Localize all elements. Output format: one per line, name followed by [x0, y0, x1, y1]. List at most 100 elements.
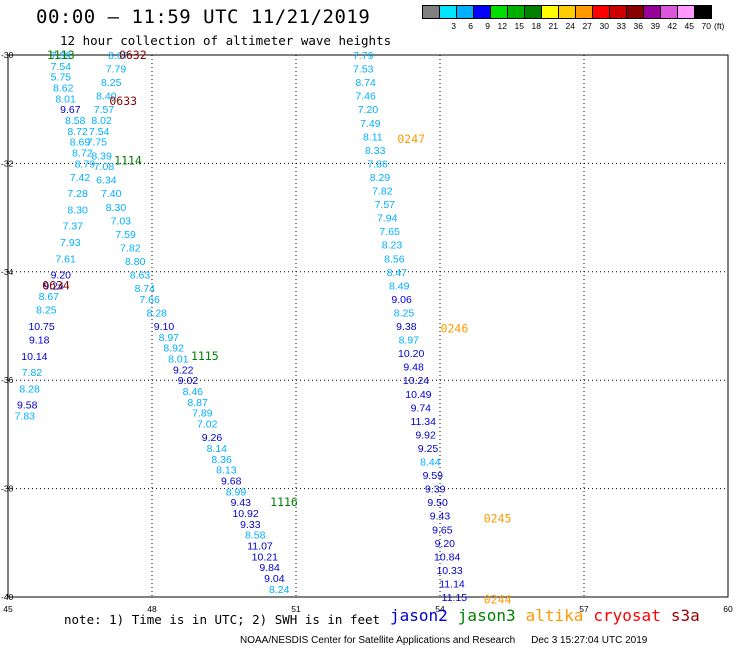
wave-height-value: 8.36: [211, 454, 232, 466]
color-swatch-label: 27: [582, 21, 592, 31]
wave-height-value: 7.53: [353, 64, 374, 76]
credit-org: NOAA/NESDIS Center for Satellite Applica…: [240, 635, 516, 646]
wave-height-value: 7.39: [51, 50, 72, 62]
wave-height-value: 9.18: [29, 335, 50, 347]
pass-time-label: 0244: [484, 593, 512, 607]
lat-tick-label: -30: [1, 50, 14, 60]
wave-height-value: 7.82: [372, 186, 393, 198]
color-swatch-label: [422, 21, 439, 31]
color-legend-swatches: [422, 5, 724, 19]
wave-height-value: 11.14: [439, 578, 465, 590]
wave-height-values: 7.397.545.758.628.019.678.588.728.698.72…: [15, 50, 468, 604]
wave-height-value: 10.92: [232, 508, 258, 520]
wave-height-value: 7.82: [22, 367, 43, 379]
wave-height-value: 8.97: [159, 332, 180, 344]
wave-height-value: 9.84: [259, 562, 280, 574]
color-swatch: [677, 5, 695, 19]
wave-height-value: 8.74: [135, 283, 156, 295]
color-swatch: [524, 5, 542, 19]
wave-height-value: 7.02: [197, 419, 218, 431]
wave-height-value: 9.22: [173, 364, 194, 376]
wave-height-value: 8.39: [91, 150, 112, 162]
color-swatch: [592, 5, 610, 19]
lat-tick-label: -34: [1, 267, 14, 277]
wave-height-value: 9.38: [396, 321, 417, 333]
lon-tick-label: 48: [147, 604, 157, 614]
wave-height-value: 9.20: [435, 538, 456, 550]
color-swatch-label: 21: [548, 21, 558, 31]
wave-height-value: 7.46: [355, 91, 376, 103]
wave-height-value: 5.75: [51, 72, 72, 84]
wave-height-value: 7.54: [89, 126, 110, 138]
color-swatch: [575, 5, 593, 19]
satellite-legend-s3a: s3a: [670, 606, 700, 625]
wave-height-value: 8.47: [387, 267, 408, 279]
lat-lon-grid: [8, 55, 728, 597]
wave-height-value: 7.03: [111, 215, 132, 227]
wave-height-value: 9.67: [60, 104, 81, 116]
wave-height-value: 11.34: [410, 416, 436, 428]
wave-height-value: 7.93: [60, 237, 81, 249]
wave-height-value: 11.07: [247, 541, 273, 553]
wave-height-value: 8.67: [39, 291, 60, 303]
wave-height-value: 7.65: [379, 226, 400, 238]
wave-height-value: 8.13: [216, 465, 237, 477]
wave-height-value: 9.43: [430, 511, 451, 523]
wave-height-value: 9.92: [415, 429, 436, 441]
wave-height-value: 8.79: [75, 158, 96, 170]
wave-height-value: 8.25: [101, 77, 122, 89]
wave-height-value: 8.28: [147, 307, 168, 319]
wave-height-value: 9.48: [403, 362, 424, 374]
color-swatch-label: 3: [451, 21, 456, 31]
wave-height-value: 8.97: [399, 335, 420, 347]
wave-height-value: 8.33: [365, 145, 386, 157]
wave-height-value: 8.58: [245, 530, 266, 542]
pass-time-label: 0632: [119, 48, 147, 62]
wave-height-value: 9.25: [418, 443, 439, 455]
wave-height-value: 7.28: [67, 188, 88, 200]
color-swatch: [422, 5, 440, 19]
color-swatch-label: 12: [497, 21, 507, 31]
wave-height-value: 8.56: [384, 253, 405, 265]
wave-height-value: 7.89: [192, 408, 213, 420]
wave-height-value: 9.58: [17, 400, 38, 412]
wave-height-value: 9.10: [154, 321, 175, 333]
wave-height-value: 8.01: [55, 93, 76, 105]
wave-height-value: 7.86: [367, 158, 388, 170]
satellite-legend-cryosat: cryosat: [593, 606, 661, 625]
wave-height-value: 8.40: [96, 91, 117, 103]
color-swatch-label: 33: [616, 21, 626, 31]
color-swatch-label: 36: [633, 21, 643, 31]
wave-height-value: 8.25: [394, 307, 415, 319]
lon-tick-label: 57: [579, 604, 589, 614]
color-swatch-label: 42: [667, 21, 677, 31]
wave-height-value: 9.06: [391, 294, 412, 306]
wave-height-value: 8.14: [207, 443, 228, 455]
wave-height-value: 8.11: [363, 131, 383, 143]
wave-height-value: 8.92: [163, 343, 184, 355]
lat-tick-label: -36: [1, 375, 14, 385]
color-legend: 3 6 9 12 15 18 21 24 27 30 33 36 39 42 45 70 (ft): [422, 5, 724, 31]
pass-time-label: 1116: [270, 495, 298, 509]
satellite-legend-altika: altika: [525, 606, 584, 625]
page-title: 00:00 – 11:59 UTC 11/21/2019: [36, 6, 371, 28]
wave-height-value: 7.40: [101, 188, 122, 200]
lon-tick-label: 45: [3, 604, 13, 614]
lat-tick-label: -38: [1, 484, 14, 494]
wave-height-value: 10.21: [252, 551, 278, 563]
wave-height-value: 8.30: [106, 202, 127, 214]
wave-height-value: 9.50: [427, 497, 448, 509]
color-swatch-label: 30: [599, 21, 609, 31]
color-swatch: [473, 5, 491, 19]
lat-tick-label: -40: [1, 592, 14, 602]
color-swatch: [507, 5, 525, 19]
wave-height-value: 7.83: [15, 410, 36, 422]
wave-height-value: 7.82: [120, 242, 141, 254]
wave-height-value: 11.15: [442, 592, 468, 604]
wave-height-value: 7.49: [360, 118, 381, 130]
page-subtitle: 12 hour collection of altimeter wave hei…: [60, 33, 392, 48]
pass-time-label: 0245: [484, 511, 512, 525]
color-swatch-label: 18: [531, 21, 541, 31]
track-track-3: 7.79 7.538.74 7.467.20 7.498.11 8.337.86 8.29…: [353, 50, 467, 604]
